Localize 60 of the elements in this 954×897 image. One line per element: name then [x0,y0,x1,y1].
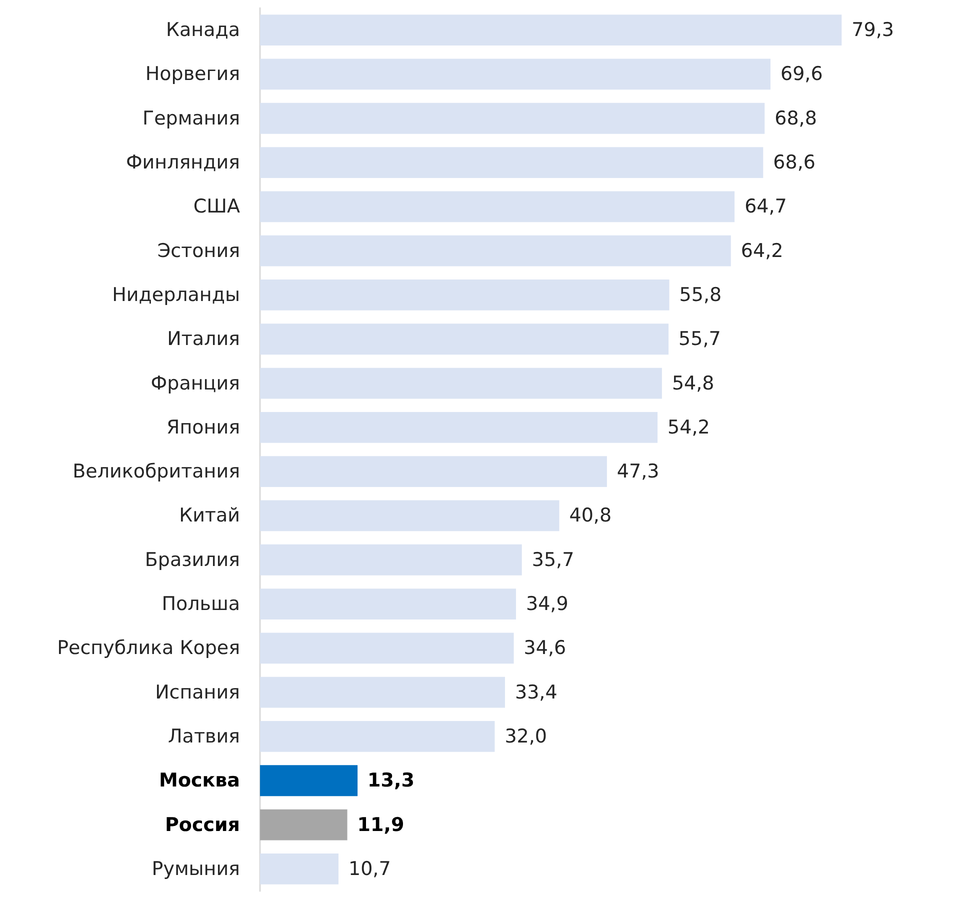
bar [260,280,670,310]
data-label: 79,3 [852,19,894,42]
bar [260,368,662,399]
bar [260,765,358,796]
data-label: 64,2 [740,240,784,262]
data-label: 10,7 [348,858,391,880]
y-tick-label: Япония [166,416,240,438]
y-tick-label: Китай [179,504,240,527]
bar [260,853,338,884]
y-tick-label: Латвия [168,725,240,748]
data-label: 68,6 [773,152,816,174]
data-label: 34,6 [524,637,566,660]
bar [260,809,348,840]
data-label: 69,6 [780,63,823,86]
data-label: 13,3 [368,770,414,792]
data-label: 33,4 [514,681,558,704]
bar [260,102,765,134]
data-label: 54,8 [672,372,714,394]
bar [260,14,842,46]
y-tick-label: Польша [162,593,240,616]
y-tick-label: Италия [167,328,240,350]
bar [260,500,560,532]
bar [260,235,731,266]
bar [260,456,607,488]
y-tick-label: Великобритания [72,460,240,483]
y-tick-label: Франция [150,372,240,394]
y-tick-label: США [193,196,240,218]
data-label: 34,9 [526,593,568,616]
y-tick-label: Эстония [157,240,240,262]
bar [260,544,522,576]
bar [260,676,505,708]
bar [260,721,495,752]
y-tick-label: Норвегия [145,63,240,86]
bar [260,412,658,443]
data-label: 32,0 [504,725,548,748]
data-label: 35,7 [532,548,574,571]
y-tick-label: Москва [159,770,240,792]
y-tick-label: Россия [164,814,240,836]
data-label: 64,7 [744,196,787,218]
y-tick-label: Румыния [152,858,240,880]
y-tick-label: Германия [142,107,240,130]
y-tick-label: Канада [166,19,240,42]
bar [260,324,669,355]
bar [260,632,514,664]
data-label: 47,3 [616,460,660,483]
bar [260,191,735,222]
data-label: 55,8 [679,284,722,306]
y-tick-label: Испания [155,681,240,704]
data-label: 11,9 [357,814,404,836]
data-label: 40,8 [569,504,612,527]
bar [260,58,771,90]
data-label: 54,2 [668,416,710,438]
bar [260,588,516,620]
bar [260,147,764,178]
y-tick-label: Бразилия [144,548,240,571]
data-label: 55,7 [678,328,721,350]
y-tick-label: Финляндия [126,152,240,174]
y-tick-label: Нидерланды [112,284,240,306]
data-label: 68,8 [774,107,817,130]
y-tick-label: Республика Корея [57,637,240,660]
